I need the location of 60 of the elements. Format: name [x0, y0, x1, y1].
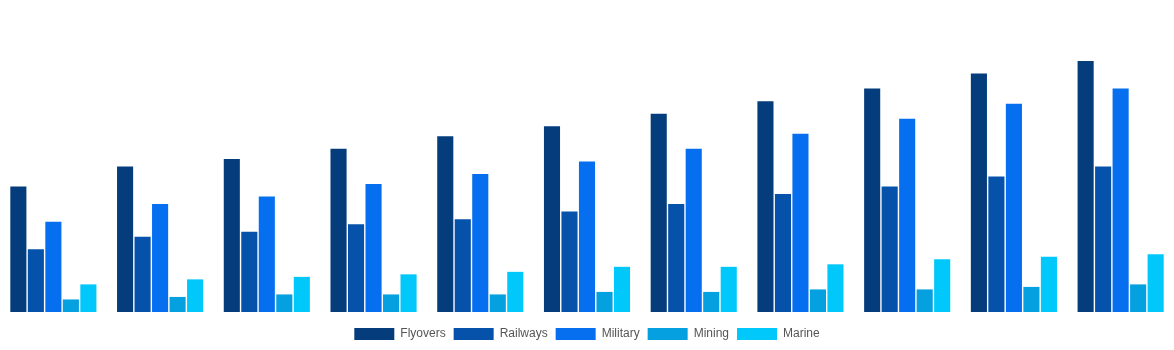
bar: [80, 284, 97, 312]
bar: [276, 294, 293, 312]
bar: [916, 289, 933, 312]
bar: [685, 148, 702, 312]
bar: [241, 231, 258, 312]
legend-label: Marine: [783, 326, 821, 341]
bar: [578, 161, 596, 312]
bar: [330, 148, 347, 312]
bar: [258, 196, 275, 312]
bar: [400, 274, 417, 312]
bar: [1112, 88, 1129, 312]
bar: [809, 289, 827, 312]
bar: [1130, 284, 1147, 312]
bar: [62, 299, 79, 312]
bar: [1005, 103, 1022, 312]
bar: [1040, 256, 1057, 312]
legend-label: Mining: [693, 326, 730, 341]
bar: [561, 211, 578, 312]
legend-label: Flyovers: [400, 326, 446, 341]
bar: [27, 249, 44, 312]
bar: [988, 176, 1005, 312]
bar: [365, 183, 382, 312]
bar: [703, 291, 720, 312]
bar: [720, 266, 737, 312]
bar: [881, 186, 898, 312]
bar: [543, 126, 561, 312]
bar: [864, 88, 881, 312]
bar: [10, 186, 27, 312]
bar: [454, 219, 471, 312]
bar: [1095, 166, 1112, 312]
bar: [489, 294, 506, 312]
bar: [774, 194, 791, 312]
bar: [507, 271, 524, 312]
bar: [970, 73, 987, 312]
legend-label: Railways: [499, 326, 548, 341]
bar: [827, 264, 844, 312]
bar: [1023, 286, 1040, 312]
bar: [223, 158, 240, 312]
bar: [596, 291, 613, 312]
legend-label: Military: [601, 326, 640, 341]
bar: [347, 224, 365, 312]
bar: [757, 101, 774, 312]
bar: [1147, 254, 1164, 312]
bar: [792, 133, 809, 312]
bar: [650, 113, 667, 312]
bar: [668, 204, 685, 312]
bar: [134, 236, 151, 312]
bar: [152, 204, 169, 312]
bar: [187, 279, 204, 312]
bar: [45, 221, 62, 312]
bar: [472, 173, 489, 312]
bar: [117, 166, 134, 312]
bar: [437, 136, 454, 312]
bar: [169, 296, 186, 312]
bar: [293, 276, 310, 312]
bar: [934, 259, 951, 312]
bar: [1077, 61, 1094, 312]
bar: [613, 266, 631, 312]
bar: [383, 294, 400, 312]
bar: [899, 118, 916, 312]
